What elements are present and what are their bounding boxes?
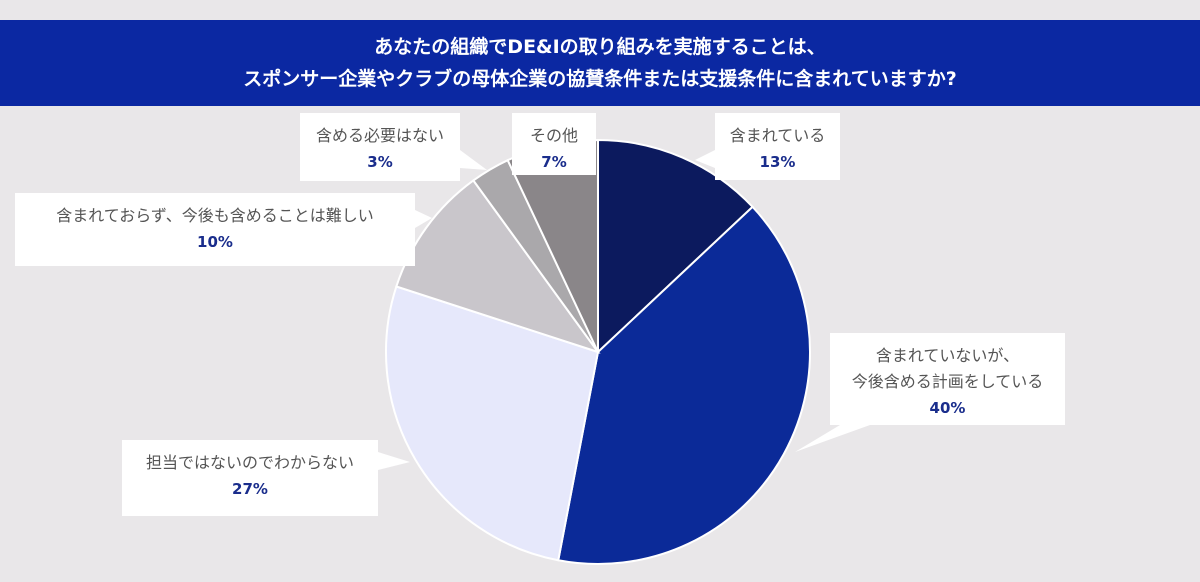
slice-label: 含まれておらず、今後も含めることは難しい bbox=[56, 206, 374, 225]
value-label: 10% bbox=[197, 233, 233, 251]
pie-slice bbox=[385, 285, 600, 562]
pie-slice bbox=[395, 179, 601, 354]
value-label: 7% bbox=[541, 153, 567, 171]
callout: その他 7% bbox=[512, 113, 596, 175]
callout-pointer bbox=[415, 210, 432, 228]
value-label: 40% bbox=[929, 399, 966, 417]
callout-pointer bbox=[378, 452, 410, 470]
slice-label: 含める必要はない bbox=[315, 126, 444, 145]
slice-label: 含まれていないが、 今後含める計画をしている bbox=[851, 346, 1044, 391]
callout-pointer bbox=[695, 150, 715, 168]
value-label: 27% bbox=[232, 480, 268, 498]
chart-title: あなたの組織でDE&Iの取り組みを実施することは、 スポンサー企業やクラブの母体… bbox=[0, 20, 1200, 106]
slice-label: その他 bbox=[529, 126, 578, 145]
slice-label: 担当ではないのでわからない bbox=[145, 453, 354, 472]
callout: 含まれていないが、 今後含める計画をしている 40% bbox=[830, 333, 1065, 425]
callout: 含める必要はない 3% bbox=[300, 113, 460, 181]
pie-slice bbox=[557, 205, 811, 565]
value-label: 13% bbox=[759, 153, 796, 171]
callout: 含まれている 13% bbox=[715, 113, 840, 180]
callout-pointer bbox=[460, 150, 487, 170]
slice-label: 含まれている bbox=[729, 126, 826, 145]
callout-pointer bbox=[795, 425, 870, 452]
callout: 含まれておらず、今後も含めることは難しい 10% bbox=[15, 193, 415, 266]
callout: 担当ではないのでわからない 27% bbox=[122, 440, 378, 516]
value-label: 3% bbox=[367, 153, 393, 171]
pie-slice bbox=[597, 138, 754, 355]
